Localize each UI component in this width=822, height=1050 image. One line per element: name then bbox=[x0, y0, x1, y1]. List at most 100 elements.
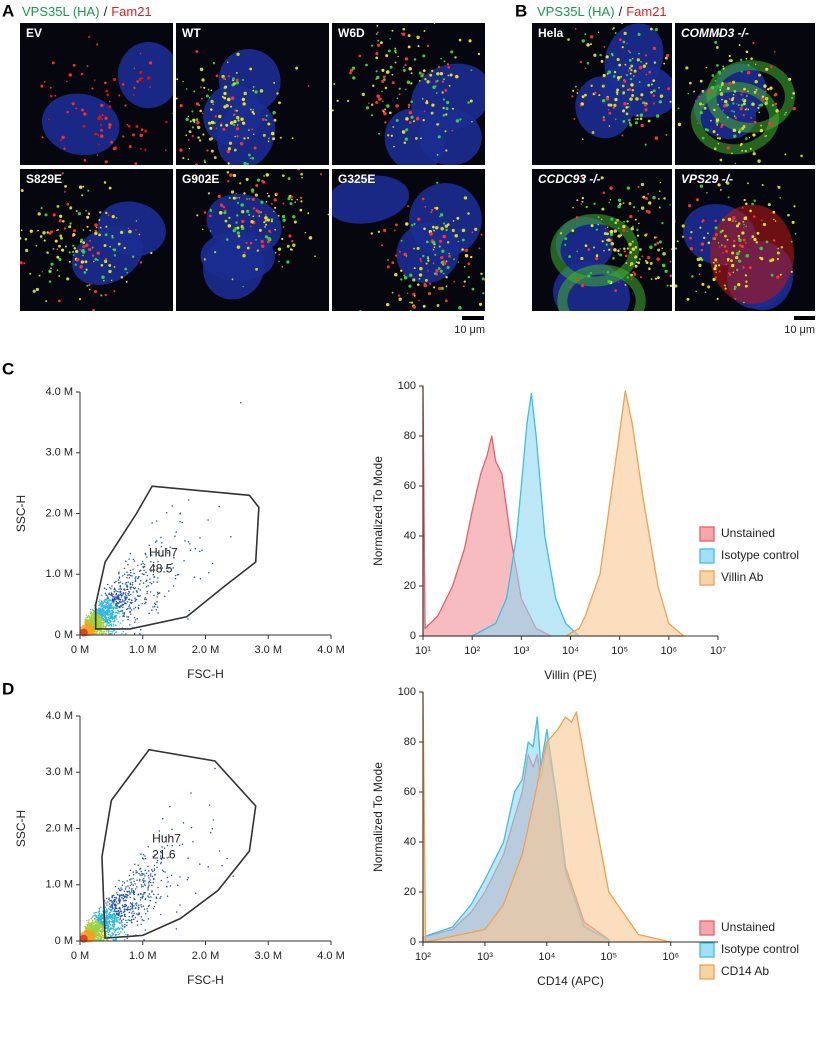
density-dot bbox=[139, 633, 141, 635]
density-dot bbox=[124, 923, 126, 926]
puncta bbox=[165, 149, 167, 151]
puncta bbox=[251, 110, 254, 114]
density-dot bbox=[107, 907, 110, 910]
stain-title: VPS35L (HA) / Fam21 bbox=[537, 4, 667, 19]
density-dot bbox=[108, 586, 111, 589]
puncta bbox=[401, 130, 406, 134]
puncta bbox=[48, 280, 52, 283]
puncta bbox=[247, 136, 250, 140]
density-dot bbox=[121, 610, 123, 612]
density-dot bbox=[151, 884, 153, 887]
density-dot bbox=[111, 605, 113, 607]
puncta bbox=[395, 223, 398, 227]
puncta bbox=[597, 31, 600, 34]
density-dot bbox=[106, 904, 108, 906]
density-dot bbox=[129, 624, 131, 626]
puncta bbox=[469, 255, 473, 259]
puncta bbox=[225, 238, 229, 241]
puncta bbox=[655, 236, 658, 239]
puncta bbox=[747, 64, 750, 67]
puncta bbox=[717, 103, 719, 106]
density-dot bbox=[117, 596, 120, 599]
puncta bbox=[612, 257, 615, 260]
density-dot bbox=[157, 612, 159, 614]
puncta bbox=[444, 130, 447, 133]
puncta bbox=[144, 129, 148, 133]
puncta bbox=[439, 269, 443, 273]
density-dot bbox=[138, 595, 140, 597]
puncta bbox=[448, 252, 451, 255]
density-dot bbox=[129, 607, 132, 609]
puncta bbox=[695, 198, 699, 202]
puncta bbox=[630, 83, 634, 87]
puncta bbox=[779, 273, 782, 276]
puncta bbox=[264, 235, 269, 239]
puncta bbox=[259, 89, 264, 93]
density-dot bbox=[93, 912, 95, 914]
puncta bbox=[716, 133, 719, 136]
density-dot bbox=[110, 615, 112, 617]
density-dot bbox=[89, 622, 91, 624]
puncta bbox=[412, 305, 417, 309]
puncta bbox=[652, 94, 656, 97]
puncta bbox=[645, 62, 648, 65]
density-dot bbox=[102, 606, 105, 609]
density-dot bbox=[107, 933, 110, 936]
density-dot bbox=[111, 609, 114, 611]
density-dot bbox=[99, 604, 102, 606]
density-dot bbox=[143, 873, 145, 876]
density-dot bbox=[183, 560, 185, 562]
puncta bbox=[423, 227, 426, 231]
puncta bbox=[451, 129, 454, 132]
density-dot bbox=[142, 566, 145, 569]
puncta bbox=[433, 246, 436, 249]
density-dot bbox=[98, 925, 101, 927]
density-dot bbox=[87, 614, 90, 617]
puncta bbox=[724, 234, 727, 238]
density-dot bbox=[149, 879, 151, 881]
puncta bbox=[616, 93, 619, 96]
density-dot bbox=[139, 569, 142, 572]
puncta bbox=[661, 263, 666, 268]
density-dot bbox=[95, 633, 97, 635]
puncta bbox=[269, 231, 272, 234]
density-dot bbox=[221, 864, 223, 867]
density-dot bbox=[121, 904, 124, 906]
puncta bbox=[584, 93, 587, 97]
puncta bbox=[477, 52, 481, 56]
density-dot bbox=[194, 892, 197, 895]
puncta bbox=[644, 108, 648, 112]
puncta bbox=[744, 108, 747, 111]
puncta bbox=[395, 119, 399, 122]
density-dot bbox=[112, 593, 114, 596]
puncta bbox=[602, 73, 606, 78]
density-dot bbox=[114, 616, 116, 618]
density-dot bbox=[99, 607, 101, 610]
density-dot bbox=[129, 583, 132, 586]
puncta bbox=[437, 65, 441, 69]
density-dot bbox=[160, 536, 162, 539]
density-dot bbox=[111, 931, 113, 934]
density-dot bbox=[140, 923, 142, 926]
density-dot bbox=[139, 589, 142, 591]
puncta bbox=[657, 248, 661, 252]
micrograph: VPS29 -/- bbox=[675, 169, 815, 311]
density-dot bbox=[208, 572, 210, 574]
puncta bbox=[327, 213, 329, 216]
puncta bbox=[385, 70, 390, 74]
puncta bbox=[194, 163, 198, 165]
puncta bbox=[150, 251, 153, 255]
puncta bbox=[209, 126, 213, 130]
density-dot bbox=[171, 562, 173, 565]
puncta bbox=[647, 83, 651, 87]
density-dot bbox=[107, 605, 109, 608]
puncta bbox=[698, 263, 702, 267]
density-dot bbox=[111, 616, 114, 618]
puncta bbox=[430, 208, 434, 212]
puncta bbox=[699, 184, 704, 188]
density-dot bbox=[115, 607, 117, 610]
puncta bbox=[247, 153, 251, 157]
puncta bbox=[638, 222, 640, 225]
density-dot bbox=[89, 922, 91, 925]
puncta bbox=[430, 111, 434, 115]
